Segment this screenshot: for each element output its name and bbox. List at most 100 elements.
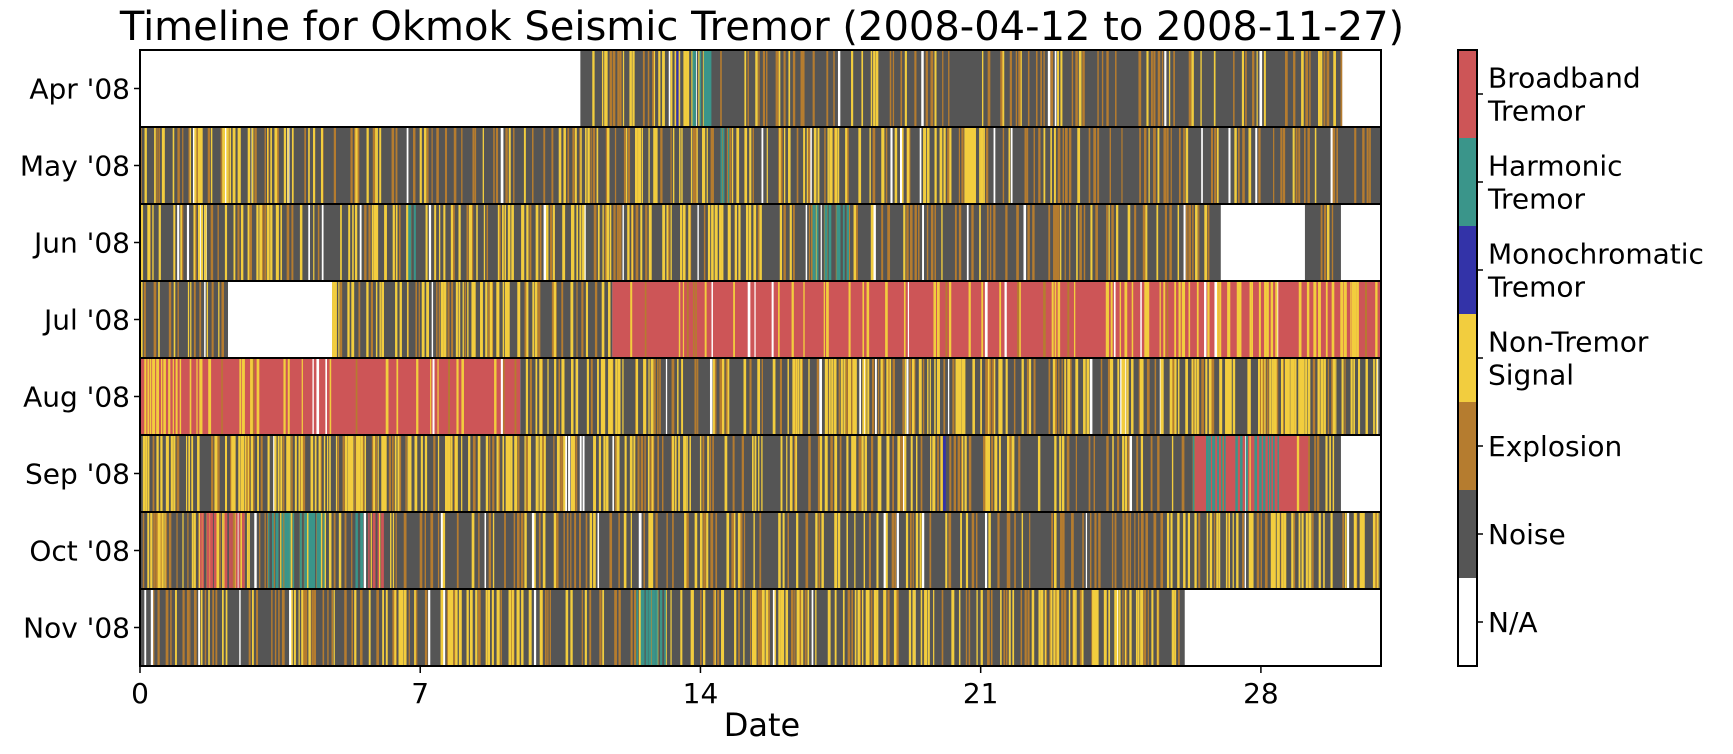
x-tick-label: 14 (683, 677, 719, 710)
event-stripe (1194, 512, 1197, 589)
event-stripe (712, 127, 714, 204)
event-stripe (1078, 50, 1082, 127)
event-stripe (810, 204, 813, 281)
event-stripe (964, 358, 966, 435)
event-stripe (517, 512, 520, 589)
event-stripe (877, 358, 880, 435)
class-stripe (943, 435, 946, 512)
event-stripe (709, 358, 713, 435)
event-stripe (1280, 127, 1283, 204)
event-stripe (446, 589, 449, 666)
event-stripe (1016, 204, 1019, 281)
class-stripe (858, 127, 862, 204)
event-stripe (1006, 512, 1010, 589)
event-stripe (807, 589, 810, 666)
event-stripe (196, 127, 199, 204)
event-stripe (802, 50, 805, 127)
class-stripe (1174, 358, 1177, 435)
class-stripe (949, 127, 952, 204)
event-stripe (1213, 512, 1216, 589)
event-stripe (934, 204, 936, 281)
class-stripe (761, 589, 765, 666)
event-stripe (984, 512, 988, 589)
class-stripe (705, 50, 709, 127)
event-stripe (891, 512, 895, 589)
class-stripe (200, 512, 202, 589)
event-stripe (981, 50, 984, 127)
event-stripe (440, 512, 443, 589)
event-stripe (1066, 435, 1070, 512)
event-stripe (478, 512, 480, 589)
event-stripe (1263, 50, 1266, 127)
class-stripe (1157, 589, 1159, 666)
event-stripe (949, 435, 952, 512)
event-stripe (485, 281, 488, 358)
x-tick-label: 7 (411, 677, 429, 710)
event-stripe (1233, 50, 1235, 127)
class-stripe (1247, 358, 1250, 435)
event-stripe (1320, 204, 1323, 281)
event-stripe (312, 358, 314, 435)
event-stripe (426, 127, 429, 204)
event-stripe (570, 512, 572, 589)
class-stripe (360, 435, 363, 512)
event-stripe (1140, 281, 1142, 358)
event-stripe (187, 512, 189, 589)
event-stripe (484, 512, 487, 589)
event-stripe (584, 589, 587, 666)
event-stripe (890, 127, 893, 204)
class-stripe (607, 127, 610, 204)
class-stripe (824, 358, 828, 435)
event-stripe (1077, 127, 1081, 204)
class-stripe (951, 589, 955, 666)
event-stripe (264, 127, 266, 204)
event-stripe (1323, 204, 1327, 281)
class-stripe (1294, 358, 1297, 435)
event-stripe (1073, 281, 1076, 358)
event-stripe (623, 512, 627, 589)
class-stripe (1302, 358, 1305, 435)
event-stripe (424, 589, 428, 666)
event-stripe (1024, 589, 1027, 666)
event-stripe (733, 281, 735, 358)
class-stripe (828, 204, 832, 281)
event-stripe (834, 512, 838, 589)
event-stripe (1206, 512, 1209, 589)
event-stripe (1201, 127, 1203, 204)
event-stripe (1101, 50, 1104, 127)
event-stripe (630, 281, 633, 358)
event-stripe (325, 358, 327, 435)
event-stripe (1038, 127, 1041, 204)
event-stripe (933, 281, 937, 358)
event-stripe (144, 127, 147, 204)
event-stripe (971, 204, 974, 281)
event-stripe (525, 435, 528, 512)
class-stripe (328, 512, 332, 589)
event-stripe (775, 50, 779, 127)
event-stripe (895, 589, 899, 666)
event-stripe (222, 512, 224, 589)
event-stripe (502, 281, 505, 358)
event-stripe (1188, 50, 1192, 127)
event-stripe (1282, 127, 1286, 204)
event-stripe (592, 50, 595, 127)
event-stripe (523, 127, 526, 204)
event-stripe (585, 512, 588, 589)
event-stripe (1362, 127, 1365, 204)
event-stripe (921, 50, 924, 127)
event-stripe (1163, 281, 1166, 358)
event-stripe (1055, 204, 1058, 281)
class-stripe (511, 589, 514, 666)
class-stripe (375, 204, 378, 281)
event-stripe (1255, 127, 1258, 204)
x-tick-label: 0 (131, 677, 149, 710)
event-stripe (847, 589, 851, 666)
class-stripe (601, 281, 605, 358)
class-stripe (699, 50, 702, 127)
event-stripe (503, 358, 505, 435)
event-stripe (1298, 512, 1301, 589)
class-stripe (934, 127, 937, 204)
event-stripe (1024, 127, 1027, 204)
event-stripe (1170, 512, 1173, 589)
event-stripe (908, 127, 911, 204)
